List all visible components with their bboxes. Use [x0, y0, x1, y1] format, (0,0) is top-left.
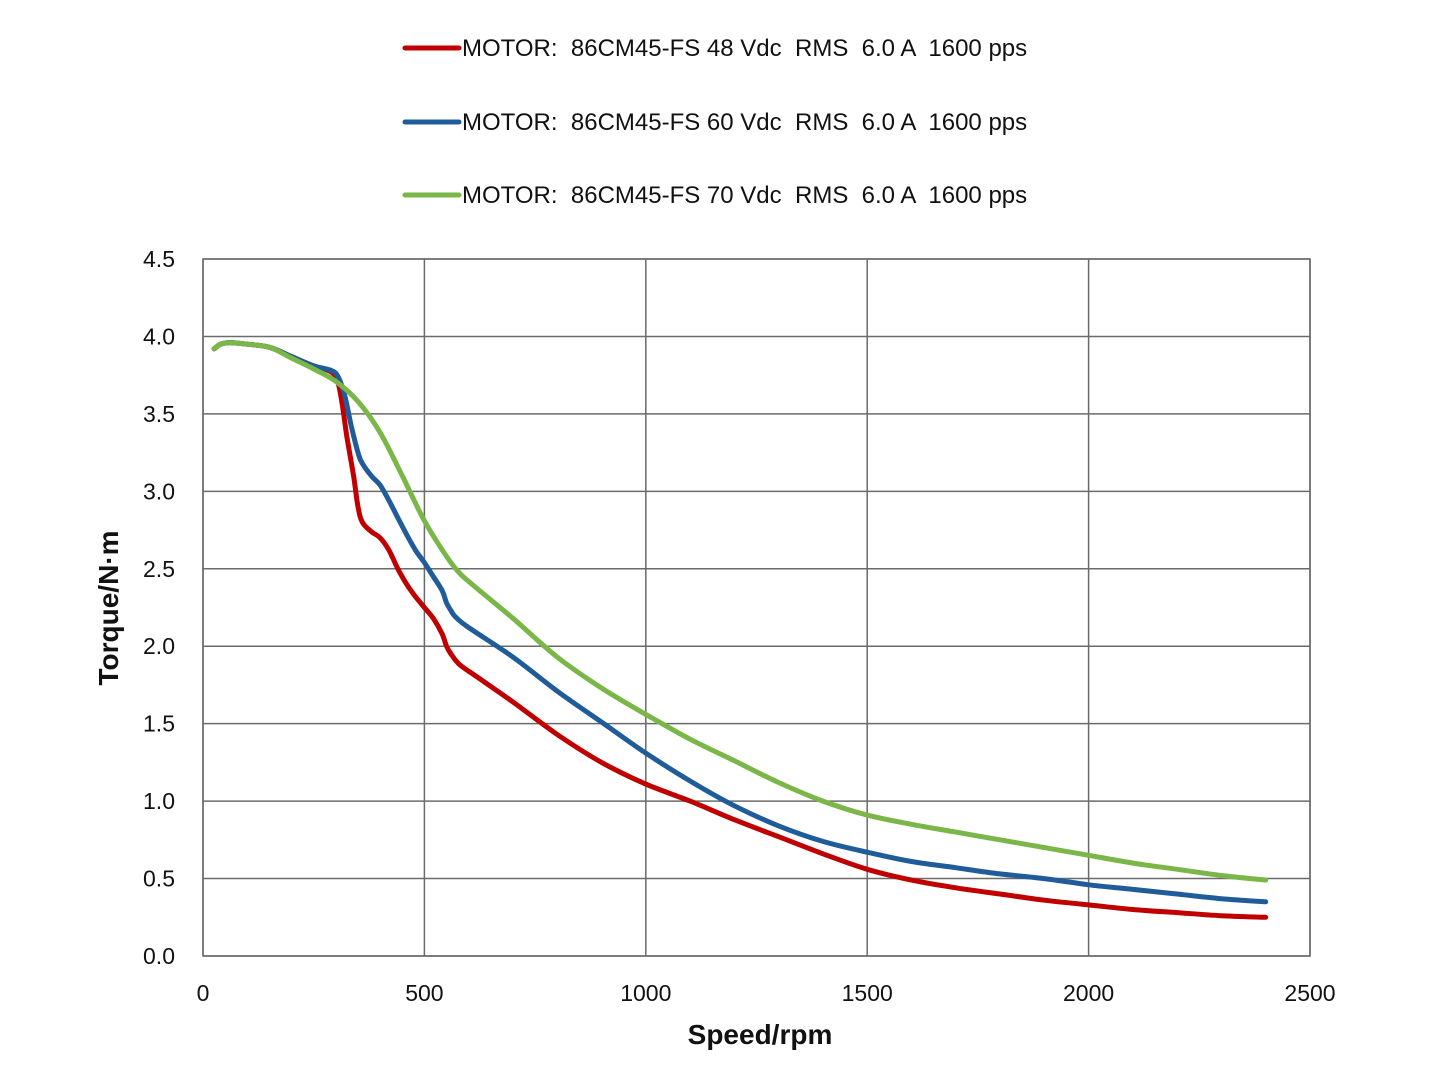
x-tick-label: 2500: [1284, 980, 1335, 1006]
x-tick-label: 1500: [842, 980, 893, 1006]
legend: MOTOR: 86CM45-FS 48 Vdc RMS 6.0 A 1600 p…: [402, 35, 1027, 209]
legend-label-3: MOTOR: 86CM45-FS 70 Vdc RMS 6.0 A 1600 p…: [462, 182, 1027, 209]
x-tick-label: 500: [405, 980, 443, 1006]
y-axis-label: Torque/N·m: [93, 530, 124, 685]
series-line-3: [211, 340, 1269, 883]
x-axis-label: Speed/rpm: [688, 1019, 833, 1050]
series-line-2: [211, 340, 1269, 905]
y-axis-ticks: 0.0 0.5 1.0 1.5 2.0 2.5 3.0 3.5 4.0 4.5: [143, 246, 175, 969]
plot-area: [202, 258, 1311, 957]
y-tick-label: 0.5: [143, 866, 175, 892]
x-tick-label: 2000: [1063, 980, 1114, 1006]
series-lines: [211, 340, 1269, 920]
y-tick-label: 2.0: [143, 633, 175, 659]
legend-label-2: MOTOR: 86CM45-FS 60 Vdc RMS 6.0 A 1600 p…: [462, 109, 1027, 136]
y-tick-label: 2.5: [143, 556, 175, 582]
legend-label-1: MOTOR: 86CM45-FS 48 Vdc RMS 6.0 A 1600 p…: [462, 35, 1027, 62]
y-tick-label: 1.5: [143, 711, 175, 737]
x-tick-label: 0: [197, 980, 210, 1006]
y-tick-label: 0.0: [143, 943, 175, 969]
y-tick-label: 1.0: [143, 788, 175, 814]
gridlines: [202, 258, 1311, 957]
x-tick-label: 1000: [620, 980, 671, 1006]
plot-border: [202, 258, 1311, 957]
y-tick-label: 4.0: [143, 323, 175, 349]
y-tick-label: 4.5: [143, 246, 175, 272]
x-axis-ticks: 0 500 1000 1500 2000 2500: [197, 980, 1336, 1006]
y-tick-label: 3.0: [143, 478, 175, 504]
y-tick-label: 3.5: [143, 401, 175, 427]
